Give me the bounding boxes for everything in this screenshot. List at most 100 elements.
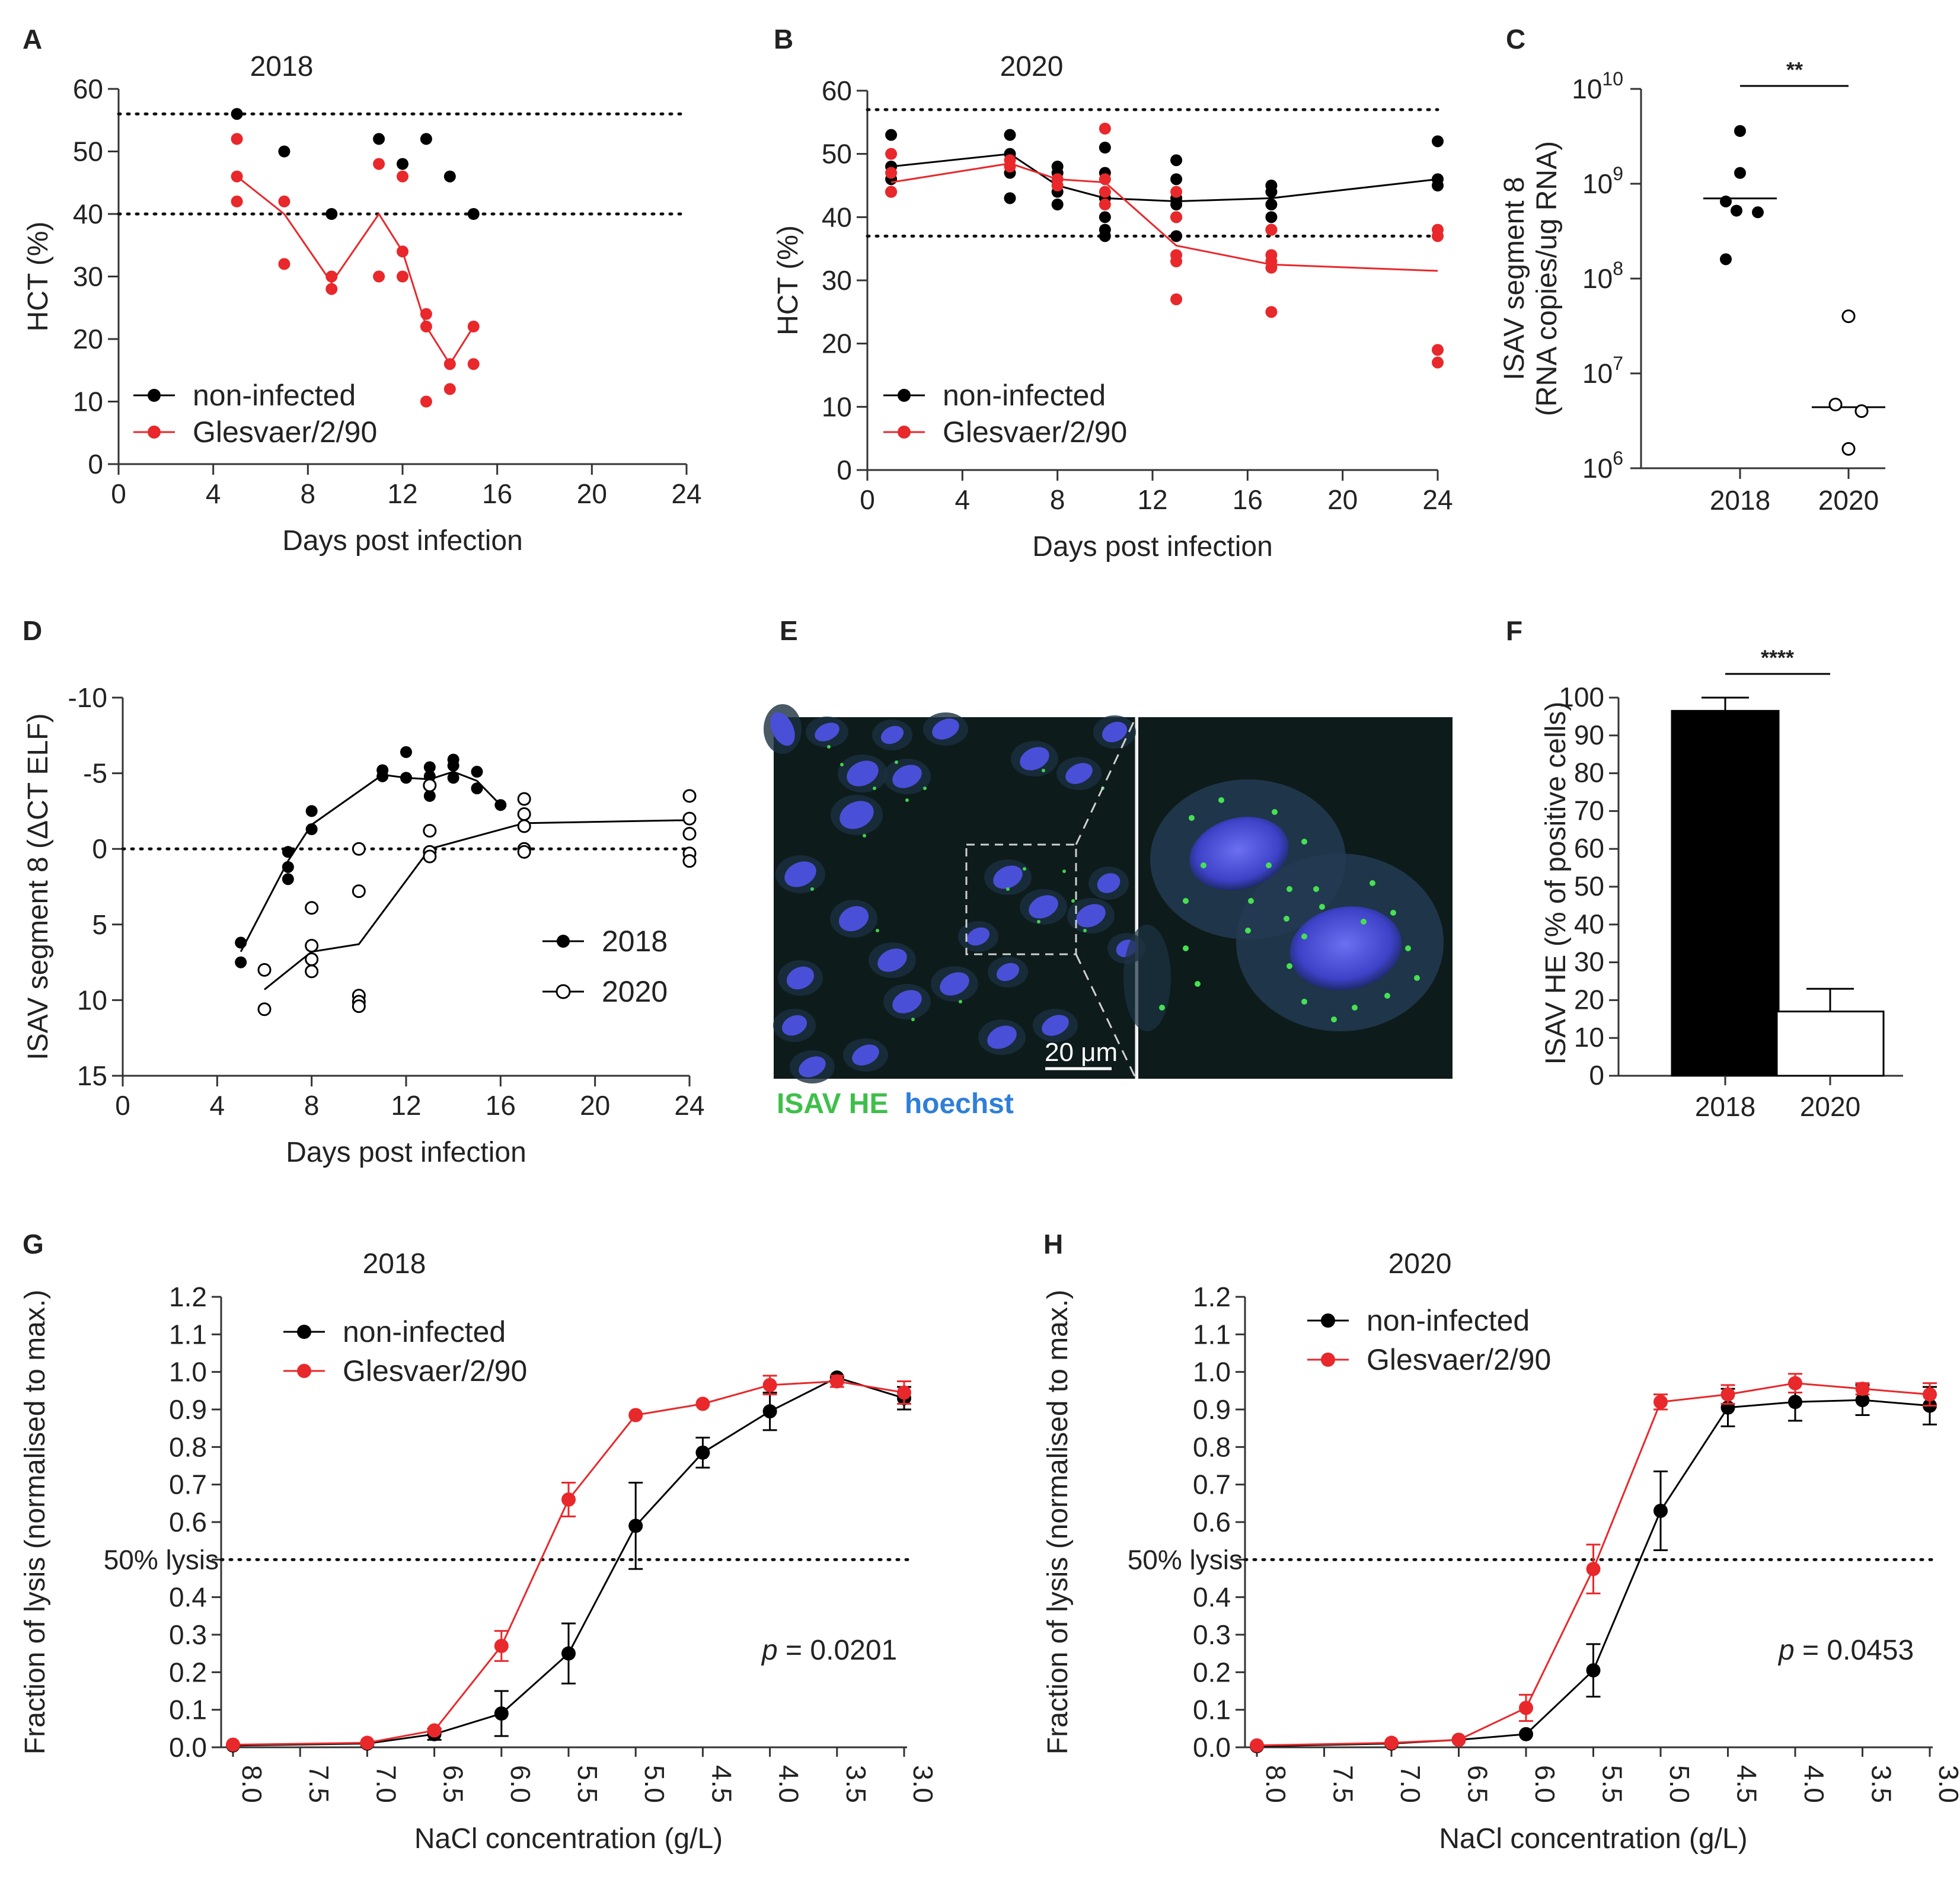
- data-point: [1788, 1376, 1802, 1390]
- isav-signal: [863, 834, 866, 837]
- data-point: [885, 129, 898, 141]
- y-axis-label: Fraction of lysis (normalised to max.): [20, 1290, 51, 1754]
- data-point: [1854, 404, 1869, 418]
- panel-a-hct-2018: 0 4 8 12 16 20 24 0 10 20 30 40 50 60 2018 Days post in…: [23, 51, 702, 557]
- data-point: [420, 320, 432, 333]
- legend-label: non-infected: [1367, 1304, 1530, 1337]
- data-point: [423, 824, 437, 838]
- data-point: [517, 819, 531, 833]
- scale-bar-label: 20 μm: [1045, 1038, 1118, 1067]
- isav-signal: [1023, 867, 1026, 871]
- p-symbol: p: [761, 1635, 778, 1666]
- isav-signal: [1006, 887, 1010, 891]
- cell-nucleus: [940, 972, 969, 996]
- y-tick-label: 108: [1582, 258, 1623, 294]
- data-point: [376, 770, 389, 782]
- data-point: [682, 854, 697, 868]
- data-point: [360, 1735, 375, 1750]
- isav-signal: [1183, 898, 1189, 904]
- data-point: [1653, 1395, 1668, 1409]
- cell-nucleus: [966, 927, 990, 946]
- y-tick-label: 0.2: [1193, 1657, 1231, 1687]
- data-point: [1384, 1735, 1399, 1750]
- cell-nucleus: [1042, 1015, 1069, 1036]
- panel-letter-c: C: [1506, 24, 1525, 55]
- isav-signal: [1071, 899, 1075, 903]
- panel-letter-b: B: [774, 24, 793, 55]
- p-value: = 0.0453: [1795, 1635, 1914, 1666]
- isav-signal: [840, 763, 844, 766]
- significance-stars: ****: [1761, 645, 1794, 670]
- cell-nucleus: [1076, 904, 1106, 928]
- isav-signal: [1183, 945, 1189, 951]
- data-point: [1752, 206, 1764, 219]
- cell-nucleus: [847, 760, 879, 787]
- zoom-region-box: [965, 843, 1077, 955]
- data-point: [494, 1639, 509, 1653]
- data-point: [695, 1396, 710, 1411]
- bar: [1671, 709, 1780, 1077]
- y-tick-label: 20: [1574, 984, 1604, 1015]
- x-tick-label: 7.0: [371, 1765, 401, 1803]
- y-tick-label: 0: [1589, 1060, 1604, 1091]
- data-point: [1519, 1700, 1533, 1715]
- data-point: [397, 245, 408, 258]
- y-tick-label: 1.1: [169, 1319, 207, 1350]
- data-point: [325, 283, 338, 295]
- y-tick-label: 0.3: [1193, 1619, 1231, 1650]
- data-point: [231, 170, 243, 183]
- panel-letter-f: F: [1506, 615, 1522, 646]
- y-tick-label: 50: [822, 139, 852, 170]
- isav-signal: [1414, 975, 1420, 981]
- isav-signal: [1390, 910, 1396, 916]
- x-tick-label: 24: [674, 1090, 704, 1121]
- y-tick-label: 0.3: [169, 1619, 207, 1650]
- data-point: [420, 308, 432, 320]
- cell-nucleus: [1289, 906, 1402, 990]
- data-point: [400, 746, 412, 758]
- y-tick-label: 0.4: [1193, 1582, 1231, 1613]
- data-point: [1653, 1504, 1668, 1518]
- y-tick-label: 0.7: [1193, 1469, 1231, 1500]
- tick-exponent: 8: [1613, 258, 1623, 279]
- x-tick-label: 4: [955, 484, 971, 515]
- series-line: [1256, 1382, 1930, 1747]
- y-tick-label: 10: [77, 984, 107, 1015]
- data-point: [1265, 261, 1278, 274]
- x-tick-label: 8: [1050, 484, 1065, 515]
- y-axis-label: ISAV segment 8 (ΔCT ELF): [23, 713, 54, 1060]
- x-tick-label: 6.5: [1463, 1765, 1493, 1803]
- data-point: [305, 823, 318, 836]
- data-point: [467, 208, 480, 220]
- cell-body: [1123, 925, 1171, 1031]
- isav-signal: [1301, 934, 1307, 939]
- data-point: [282, 873, 294, 886]
- cell-nucleus: [1065, 763, 1093, 784]
- isav-signal: [1284, 916, 1289, 922]
- y-tick-label: 1.2: [169, 1281, 207, 1312]
- isav-signal: [1301, 999, 1307, 1005]
- data-point: [695, 1445, 710, 1460]
- y-tick-label: 0.0: [1193, 1732, 1231, 1763]
- x-tick-label: 5.5: [1597, 1765, 1628, 1803]
- x-tick-label: 4.5: [706, 1765, 737, 1803]
- x-tick-label: 2020: [1800, 1091, 1860, 1122]
- tick-exponent: 6: [1613, 447, 1623, 469]
- data-point: [1099, 173, 1111, 186]
- data-point: [400, 772, 412, 784]
- data-point: [443, 358, 456, 370]
- data-point: [423, 761, 436, 773]
- data-point: [885, 167, 898, 179]
- cell-nucleus: [1189, 817, 1289, 890]
- y-tick-label: 30: [1574, 947, 1604, 977]
- cell-nucleus: [852, 1044, 879, 1066]
- data-point: [885, 186, 898, 198]
- isav-signal: [895, 760, 898, 764]
- y-tick-label: 0: [92, 833, 107, 864]
- isav-signal: [1195, 981, 1201, 987]
- x-tick-label: 7.0: [1395, 1765, 1426, 1803]
- y-tick-label: 109: [1582, 163, 1623, 199]
- y-axis-label: HCT (%): [772, 225, 804, 335]
- data-point: [373, 133, 385, 145]
